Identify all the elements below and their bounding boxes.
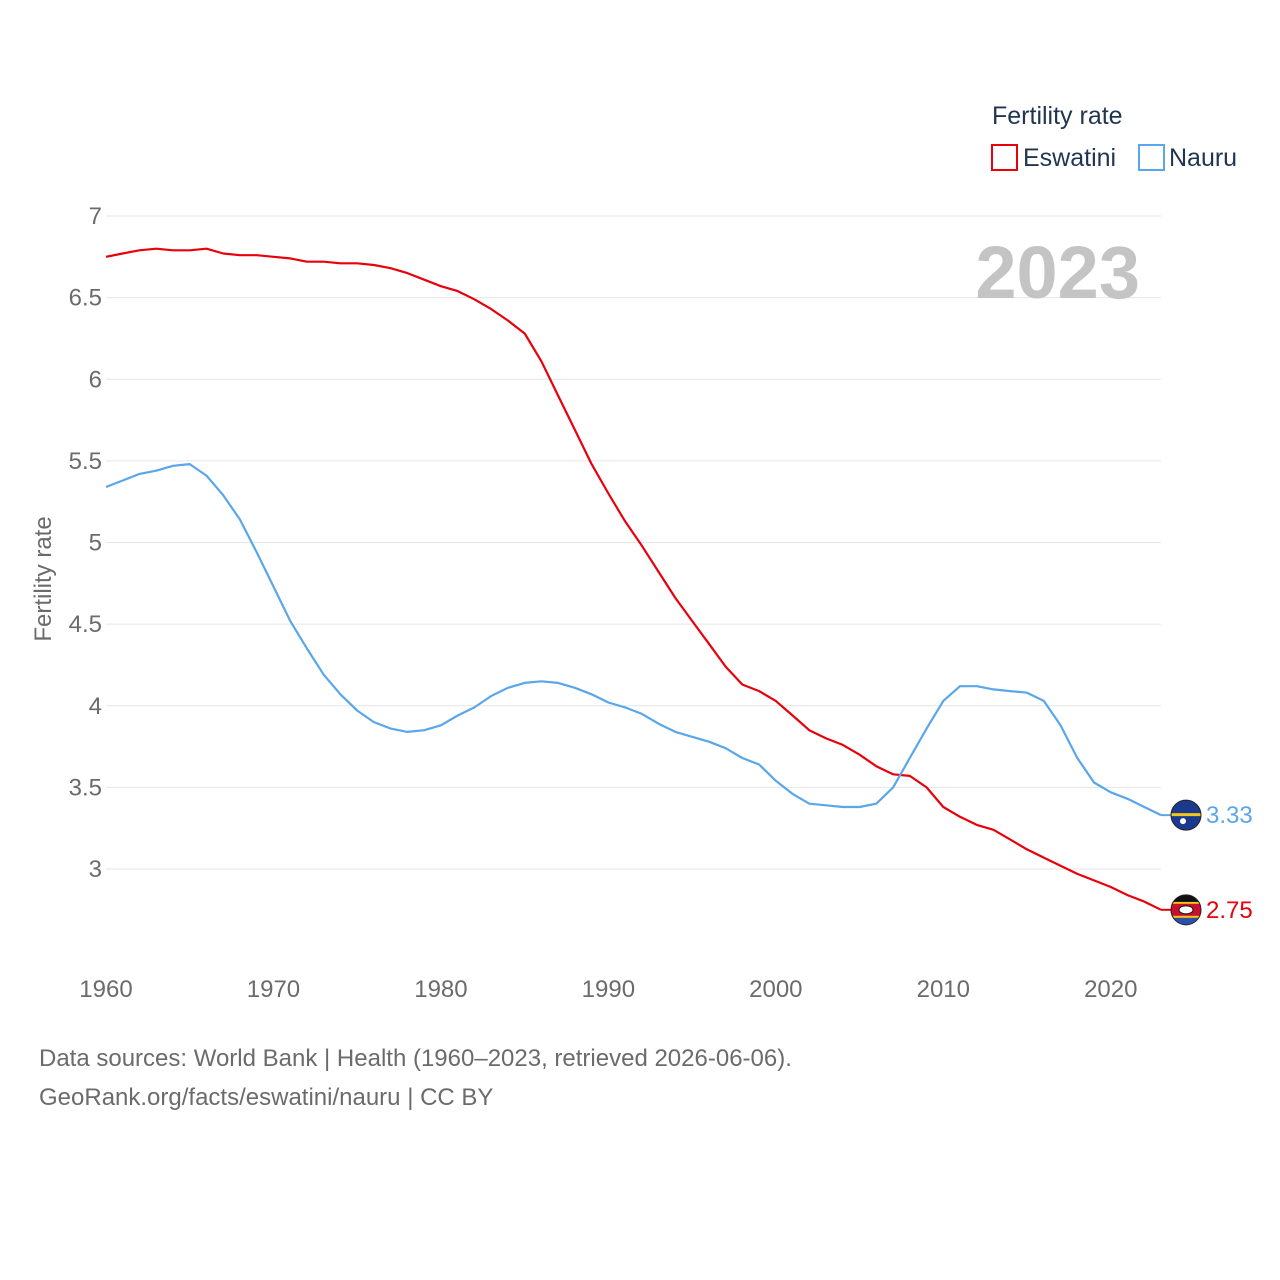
y-tick-label: 4.5: [69, 611, 102, 638]
series-line-eswatini: [105, 247, 1162, 911]
x-tick-label: 2020: [1084, 976, 1137, 1003]
y-tick-label: 4: [89, 693, 102, 720]
gridlines: [106, 215, 1161, 870]
legend-label-eswatini: Eswatini: [1023, 144, 1116, 172]
legend-title: Fertility rate: [992, 102, 1123, 130]
legend-label-nauru: Nauru: [1169, 144, 1237, 172]
y-tick-label: 5.5: [69, 448, 102, 475]
x-axis-ticks: 1960 1970 1980 1990 2000 2010 2020: [79, 976, 1137, 1003]
y-tick-label: 7: [89, 203, 102, 230]
legend-swatch-eswatini: [991, 144, 1018, 171]
series-lines: [105, 247, 1162, 911]
legend: Fertility rate Eswatini Nauru: [991, 102, 1237, 172]
year-watermark: 2023: [975, 231, 1140, 314]
nauru-flag-icon: [1170, 799, 1202, 831]
y-tick-label: 3: [89, 856, 102, 883]
series-line-nauru: [105, 463, 1162, 817]
y-tick-label: 6.5: [69, 285, 102, 312]
end-value-label-eswatini: 2.75: [1206, 897, 1253, 924]
x-tick-label: 2010: [917, 976, 970, 1003]
y-axis-label: Fertility rate: [30, 516, 57, 641]
y-tick-label: 3.5: [69, 774, 102, 801]
x-tick-label: 1980: [414, 976, 467, 1003]
y-axis-ticks: 3 3.5 4 4.5 5 5.5 6 6.5 7: [69, 203, 102, 883]
legend-swatch-nauru: [1138, 144, 1165, 171]
x-tick-label: 2000: [749, 976, 802, 1003]
x-tick-label: 1970: [247, 976, 300, 1003]
x-tick-label: 1990: [582, 976, 635, 1003]
y-tick-label: 6: [89, 366, 102, 393]
eswatini-flag-icon: [1170, 894, 1202, 926]
end-value-label-nauru: 3.33: [1206, 802, 1253, 829]
end-markers: 2.75 3.33: [1161, 799, 1253, 926]
data-source-note: Data sources: World Bank | Health (1960–…: [39, 1045, 792, 1072]
y-tick-label: 5: [89, 530, 102, 557]
source-link[interactable]: GeoRank.org/facts/eswatini/nauru | CC BY: [39, 1084, 494, 1111]
x-tick-label: 1960: [79, 976, 132, 1003]
